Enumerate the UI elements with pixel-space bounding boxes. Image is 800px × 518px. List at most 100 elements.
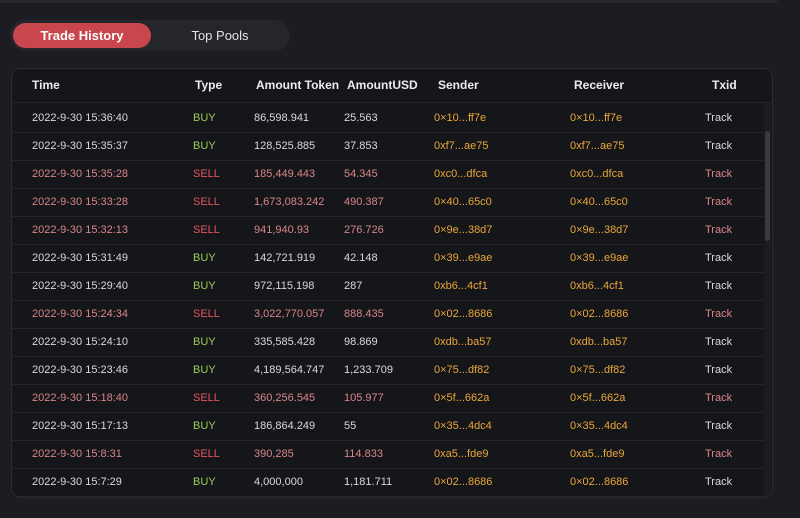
row-track-link[interactable]: Track [705, 364, 733, 376]
top-bar [0, 0, 778, 3]
table-row: 2022-9-30 15:33:28 SELL 1,673,083.242 490.3… [12, 189, 764, 217]
row-type: BUY [193, 420, 216, 432]
row-amount-usd: 114.833 [344, 448, 383, 460]
row-amount-usd: 54.345 [344, 168, 378, 180]
trade-history-table: Time Type Amount Token AmountUSD Sender … [11, 68, 773, 498]
row-type: BUY [193, 112, 216, 124]
row-sender-address[interactable]: 0×10...ff7e [434, 112, 487, 124]
header-amount-token: Amount Token [256, 78, 340, 92]
row-amount-usd: 490.387 [344, 196, 384, 208]
table-row: 2022-9-30 15:31:49 BUY 142,721.919 42.148 0×… [12, 245, 764, 273]
row-receiver-address[interactable]: 0xc0...dfca [570, 168, 624, 180]
row-track-link[interactable]: Track [705, 140, 733, 152]
row-receiver-address[interactable]: 0×9e...38d7 [570, 224, 629, 236]
row-amount-token: 941,940.93 [254, 224, 310, 236]
row-amount-usd: 287 [344, 280, 363, 292]
row-receiver-address[interactable]: 0×02...8686 [570, 308, 629, 320]
row-track-link[interactable]: Track [705, 308, 733, 320]
row-track-link[interactable]: Track [705, 224, 733, 236]
row-sender-address[interactable]: 0xdb...ba57 [434, 336, 492, 348]
row-sender-address[interactable]: 0×75...df82 [434, 364, 490, 376]
row-amount-token: 360,256.545 [254, 392, 316, 404]
row-amount-token: 972,115.198 [254, 280, 315, 292]
header-amount-usd: AmountUSD [347, 78, 418, 92]
table-header: Time Type Amount Token AmountUSD Sender … [12, 69, 772, 103]
row-type: BUY [193, 280, 216, 292]
row-amount-token: 142,721.919 [254, 252, 316, 264]
table-row: 2022-9-30 15:36:40 BUY 86,598.941 25.563 0×1… [12, 105, 764, 133]
row-sender-address[interactable]: 0xa5...fde9 [434, 448, 489, 460]
row-track-link[interactable]: Track [705, 112, 733, 124]
row-receiver-address[interactable]: 0xa5...fde9 [570, 448, 625, 460]
header-receiver: Receiver [574, 78, 625, 92]
row-sender-address[interactable]: 0×40...65c0 [434, 196, 492, 208]
row-receiver-address[interactable]: 0xf7...ae75 [570, 140, 625, 152]
row-receiver-address[interactable]: 0xdb...ba57 [570, 336, 628, 348]
row-type: SELL [193, 196, 220, 208]
scrollbar[interactable] [764, 103, 771, 497]
tab-top-pools[interactable]: Top Pools [191, 28, 249, 43]
table-row: 2022-9-30 15:23:46 BUY 4,189,564.747 1,233.… [12, 357, 764, 385]
row-track-link[interactable]: Track [705, 420, 733, 432]
table-row: 2022-9-30 15:35:28 SELL 185,449.443 54.345 0… [12, 161, 764, 189]
row-sender-address[interactable]: 0×5f...662a [434, 392, 490, 404]
row-amount-token: 86,598.941 [254, 112, 310, 124]
row-track-link[interactable]: Track [705, 392, 733, 404]
header-txid: Txid [712, 78, 737, 92]
row-type: BUY [193, 364, 216, 376]
row-sender-address[interactable]: 0xc0...dfca [434, 168, 488, 180]
row-type: SELL [193, 168, 220, 180]
row-amount-usd: 276.726 [344, 224, 384, 236]
row-receiver-address[interactable]: 0xb6...4cf1 [570, 280, 624, 292]
row-time: 2022-9-30 15:32:13 [32, 224, 129, 236]
header-time: Time [32, 78, 60, 92]
row-time: 2022-9-30 15:36:40 [32, 112, 129, 124]
row-sender-address[interactable]: 0×35...4dc4 [434, 420, 492, 432]
row-time: 2022-9-30 15:33:28 [32, 196, 129, 208]
row-sender-address[interactable]: 0×9e...38d7 [434, 224, 493, 236]
row-sender-address[interactable]: 0xb6...4cf1 [434, 280, 488, 292]
row-time: 2022-9-30 15:24:34 [32, 308, 129, 320]
table-row: 2022-9-30 15:18:40 SELL 360,256.545 105.977… [12, 385, 764, 413]
row-sender-address[interactable]: 0×39...e9ae [434, 252, 493, 264]
row-time: 2022-9-30 15:31:49 [32, 252, 129, 264]
row-time: 2022-9-30 15:29:40 [32, 280, 129, 292]
table-row: 2022-9-30 15:24:34 SELL 3,022,770.057 888.4… [12, 301, 764, 329]
row-type: BUY [193, 476, 216, 488]
row-receiver-address[interactable]: 0×35...4dc4 [570, 420, 628, 432]
row-sender-address[interactable]: 0×02...8686 [434, 476, 493, 488]
row-time: 2022-9-30 15:23:46 [32, 364, 129, 376]
scrollbar-thumb[interactable] [765, 131, 770, 241]
row-track-link[interactable]: Track [705, 448, 733, 460]
row-amount-token: 185,449.443 [254, 168, 316, 180]
row-amount-token: 4,000,000 [254, 476, 303, 488]
table-row: 2022-9-30 15:17:13 BUY 186,864.249 55 0×35..… [12, 413, 764, 441]
row-amount-token: 335,585.428 [254, 336, 316, 348]
row-receiver-address[interactable]: 0×5f...662a [570, 392, 626, 404]
row-amount-usd: 888.435 [344, 308, 384, 320]
row-receiver-address[interactable]: 0×39...e9ae [570, 252, 629, 264]
table-row: 2022-9-30 15:24:10 BUY 335,585.428 98.869 0x… [12, 329, 764, 357]
row-time: 2022-9-30 15:8:31 [32, 448, 122, 460]
row-receiver-address[interactable]: 0×02...8686 [570, 476, 629, 488]
row-track-link[interactable]: Track [705, 280, 733, 292]
row-receiver-address[interactable]: 0×40...65c0 [570, 196, 628, 208]
row-amount-token: 186,864.249 [254, 420, 316, 432]
row-amount-usd: 98.869 [344, 336, 378, 348]
row-track-link[interactable]: Track [705, 168, 733, 180]
row-time: 2022-9-30 15:35:37 [32, 140, 129, 152]
row-sender-address[interactable]: 0×02...8686 [434, 308, 493, 320]
row-track-link[interactable]: Track [705, 252, 733, 264]
row-receiver-address[interactable]: 0×10...ff7e [570, 112, 623, 124]
row-track-link[interactable]: Track [705, 476, 733, 488]
table-row: 2022-9-30 15:32:13 SELL 941,940.93 276.726 0… [12, 217, 764, 245]
header-sender: Sender [438, 78, 479, 92]
row-track-link[interactable]: Track [705, 196, 733, 208]
row-time: 2022-9-30 15:18:40 [32, 392, 129, 404]
row-receiver-address[interactable]: 0×75...df82 [570, 364, 626, 376]
row-track-link[interactable]: Track [705, 336, 733, 348]
table-row: 2022-9-30 15:7:29 BUY 4,000,000 1,181.711 0×… [12, 469, 764, 497]
row-sender-address[interactable]: 0xf7...ae75 [434, 140, 489, 152]
tab-trade-history[interactable]: Trade History [13, 23, 151, 48]
row-amount-token: 128,525.885 [254, 140, 316, 152]
